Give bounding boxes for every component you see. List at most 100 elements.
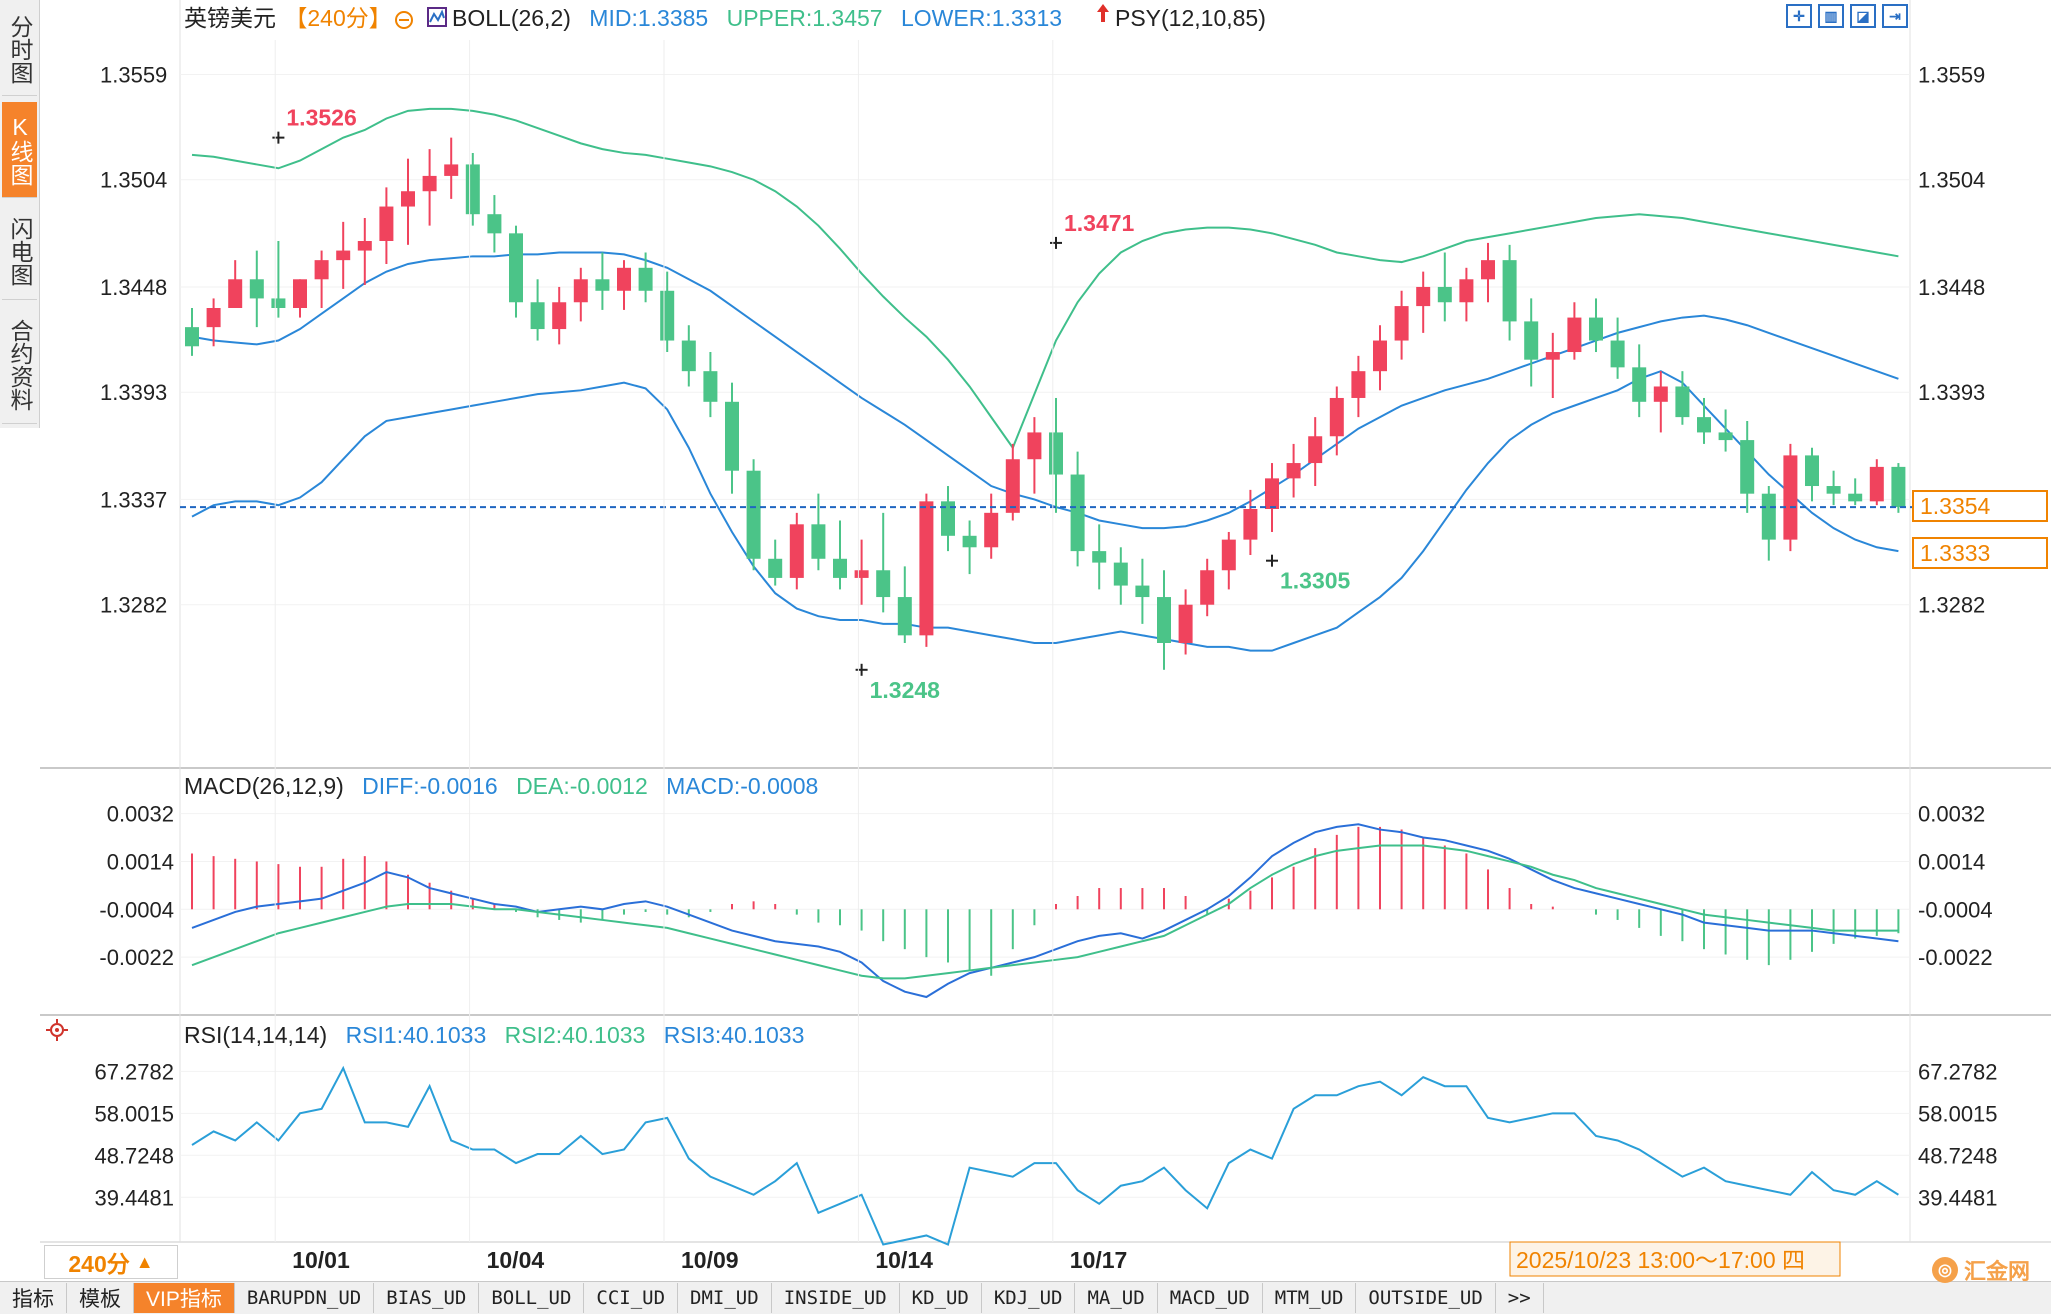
rsi-name: RSI(14,14,14) — [184, 1022, 327, 1048]
y-tick-label-left: 1.3282 — [100, 593, 167, 618]
indicator-tab[interactable]: 模板 — [67, 1283, 134, 1313]
chart-layout-icon[interactable]: ▥ — [1818, 4, 1844, 28]
indicator-tab[interactable]: INSIDE_UD — [772, 1283, 900, 1313]
y-tick-label-right: 58.0015 — [1918, 1101, 1998, 1126]
boll-label: BOLL(26,2) — [452, 5, 571, 31]
candle-body — [1589, 317, 1603, 341]
indicator-tab[interactable]: CCI_UD — [584, 1283, 679, 1313]
x-tick-label: 10/17 — [1070, 1247, 1128, 1273]
main-gridlines — [180, 73, 1910, 606]
candle-body — [595, 279, 610, 291]
candle-body — [314, 260, 329, 280]
indicator-tab[interactable]: DMI_UD — [678, 1283, 772, 1313]
y-tick-label-right: -0.0022 — [1918, 945, 1993, 970]
crosshair-icon[interactable]: ✛ — [1786, 4, 1812, 28]
candle-body — [422, 175, 437, 192]
legend-header: 英镑美元 【240分】 — [184, 5, 392, 31]
candle-body — [552, 302, 567, 330]
indicator-tab[interactable]: VIP指标 — [134, 1283, 235, 1313]
price-tag-upper: 1.3354 — [1912, 490, 2048, 522]
candle-body — [293, 279, 307, 308]
macd-lines — [191, 823, 1899, 999]
macd-dea: DEA:-0.0012 — [516, 773, 648, 799]
indicator-tab[interactable]: BOLL_UD — [479, 1283, 585, 1313]
indicator-tab[interactable]: BARUPDN_UD — [235, 1283, 375, 1313]
crosshair-date-label: 2025/10/23 13:00～17:00 四 — [1516, 1247, 1805, 1273]
expand-icon[interactable]: ⇥ — [1882, 4, 1908, 28]
tab-contract-info[interactable]: 合约资料 — [2, 306, 37, 424]
macd-dea-line — [191, 844, 1899, 980]
y-tick-label-left: 67.2782 — [94, 1059, 174, 1084]
candle-body — [768, 558, 783, 578]
period-selector[interactable]: 240分 ▲ — [44, 1245, 178, 1279]
candle-body — [1653, 386, 1668, 402]
y-tick-label-right: 1.3448 — [1918, 275, 1985, 300]
candle-body — [206, 308, 221, 328]
candle-body — [1481, 260, 1495, 280]
y-tick-label-left: 1.3504 — [100, 168, 167, 193]
y-tick-label-left: 1.3393 — [100, 380, 167, 405]
rsi-line-path — [191, 1065, 1899, 1246]
candle-body — [1869, 466, 1884, 502]
indicator-tab[interactable]: MACD_UD — [1158, 1283, 1263, 1313]
indicator-chart-icon[interactable] — [427, 7, 447, 27]
candle-body — [725, 401, 739, 471]
candle-body — [1243, 509, 1258, 540]
candle-body — [1437, 286, 1452, 303]
y-tick-label-right: 39.4481 — [1918, 1185, 1998, 1210]
candle-body — [1524, 321, 1539, 360]
candle-body — [1329, 397, 1344, 437]
candle-body — [919, 501, 934, 636]
indicator-tab[interactable]: MA_UD — [1075, 1283, 1158, 1313]
candle-body — [746, 470, 761, 559]
rsi-y-axis-ticks: 67.2782 67.2782 58.0015 58.0015 48.7248 48.72… — [94, 1059, 1997, 1210]
tab-flash-chart[interactable]: 闪电图 — [2, 204, 37, 300]
candle-body — [1502, 260, 1517, 322]
candle-body — [617, 267, 631, 291]
y-tick-label-right: 0.0014 — [1918, 849, 1985, 874]
candle-body — [1200, 570, 1215, 605]
y-tick-label-left: -0.0004 — [99, 897, 174, 922]
candle-body — [1416, 286, 1431, 307]
chart-type-icon[interactable]: ◪ — [1850, 4, 1876, 28]
candle-body — [1848, 493, 1863, 502]
candle-body — [357, 241, 372, 251]
candle-body — [530, 302, 545, 330]
candle-body — [1178, 604, 1193, 643]
tab-time-sharing[interactable]: 分时图 — [2, 4, 37, 96]
x-tick-label: 10/04 — [487, 1247, 545, 1273]
rsi-gridlines — [180, 1070, 1910, 1198]
settings-gear-icon[interactable] — [395, 11, 413, 29]
indicator-tab[interactable]: BIAS_UD — [374, 1283, 480, 1313]
x-tick-label: 10/09 — [681, 1247, 739, 1273]
macd-name: MACD(26,12,9) — [184, 773, 344, 799]
candle-body — [401, 191, 415, 207]
candle-body — [509, 233, 523, 303]
candle-body — [1805, 455, 1819, 487]
tab-kline[interactable]: K线图 — [2, 102, 37, 198]
indicator-tab[interactable]: >> — [1496, 1283, 1544, 1313]
y-tick-label-left: 1.3337 — [100, 487, 167, 512]
rsi3-value: RSI3:40.1033 — [664, 1022, 805, 1048]
rsi-settings-icon[interactable] — [46, 1019, 68, 1041]
indicator-tab[interactable]: OUTSIDE_UD — [1356, 1283, 1496, 1313]
candle-body — [1092, 551, 1107, 563]
y-tick-label-left: 1.3559 — [100, 62, 167, 87]
indicator-tab[interactable]: KD_UD — [900, 1283, 982, 1313]
indicator-tab[interactable]: 指标 — [0, 1283, 67, 1313]
y-tick-label-right: -0.0004 — [1918, 897, 1993, 922]
indicator-tab[interactable]: KDJ_UD — [982, 1283, 1076, 1313]
candle-body — [271, 298, 286, 308]
period-tag: 【240分】 — [284, 5, 391, 31]
annotation-label: 1.3305 — [1280, 568, 1351, 594]
candle-body — [1891, 466, 1906, 508]
indicator-tab[interactable]: MTM_UD — [1263, 1283, 1357, 1313]
candle-body — [941, 501, 955, 536]
candle-body — [811, 524, 826, 559]
bollinger-upper-line — [191, 107, 1899, 450]
candle-body — [876, 570, 891, 598]
bollinger-bands — [191, 107, 1899, 652]
macd-gridlines — [180, 813, 1910, 958]
